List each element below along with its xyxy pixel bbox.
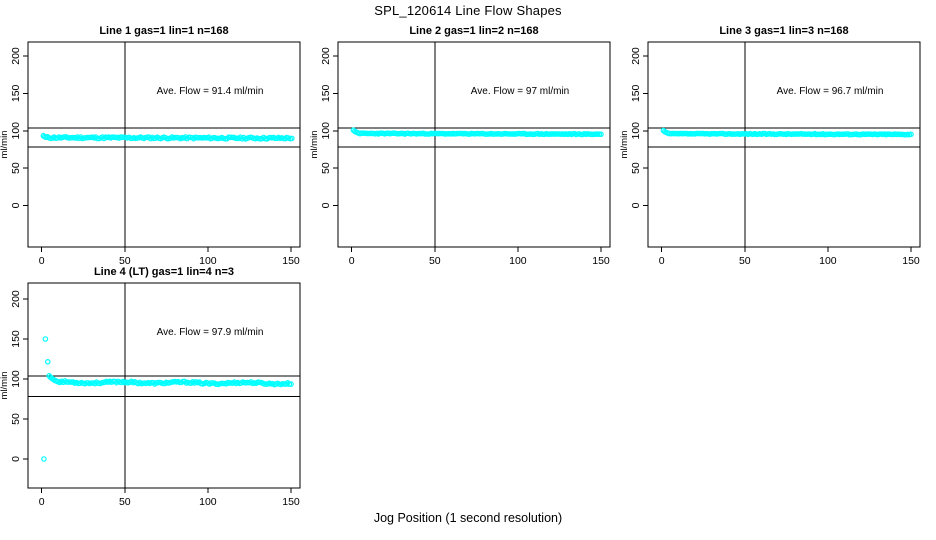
- y-tick-label: 50: [320, 162, 332, 174]
- panel-title: Line 3 gas=1 lin=3 n=168: [719, 25, 848, 37]
- x-tick-label: 150: [282, 496, 300, 508]
- y-tick-label: 150: [630, 84, 642, 102]
- x-tick-label: 150: [282, 255, 300, 267]
- x-tick-label: 150: [902, 255, 920, 267]
- flow-point: [42, 336, 49, 342]
- x-tick-label: 100: [199, 496, 217, 508]
- y-axis-label: ml/min: [619, 131, 630, 159]
- x-tick-label: 50: [119, 496, 131, 508]
- y-tick-label: 100: [630, 122, 642, 140]
- x-axis-label: Jog Position (1 second resolution): [373, 511, 563, 525]
- y-tick-label: 100: [10, 370, 22, 388]
- y-tick-label: 100: [10, 122, 22, 140]
- y-tick-label: 150: [10, 330, 22, 348]
- y-tick-label: 100: [320, 122, 332, 140]
- x-tick-label: 50: [119, 255, 131, 267]
- y-tick-label: 150: [10, 84, 22, 102]
- y-tick-label: 0: [630, 202, 642, 208]
- y-tick-label: 50: [10, 162, 22, 174]
- ave-flow-annotation: Ave. Flow = 97 ml/min: [471, 86, 569, 97]
- ave-flow-annotation: Ave. Flow = 97.9 ml/min: [157, 327, 264, 338]
- axis-box: [27, 282, 301, 489]
- reference-lines: [28, 283, 300, 488]
- axis-box: [27, 41, 301, 248]
- axis-box: [647, 41, 921, 248]
- axis-box: [337, 41, 611, 248]
- y-tick-label: 50: [10, 413, 22, 425]
- y-tick-label: 0: [320, 202, 332, 208]
- reference-lines: [338, 42, 610, 247]
- x-tick-label: 0: [349, 255, 355, 267]
- y-tick-label: 0: [10, 456, 22, 462]
- panel-line-1: Line 1 gas=1 lin=1 n=168 0 50 100 150 0 50 100 1…: [0, 25, 301, 267]
- x-axis-ticks: 0 50 100 150: [39, 488, 300, 508]
- y-axis-ticks: 0 50 100 150 200: [630, 47, 648, 208]
- ave-flow-annotation: Ave. Flow = 96.7 ml/min: [777, 86, 884, 97]
- data-points: [350, 127, 604, 138]
- y-tick-label: 200: [320, 47, 332, 65]
- y-tick-label: 150: [320, 84, 332, 102]
- panel-line-4: Line 4 (LT) gas=1 lin=4 n=3 0 50 100 150 0 50 1…: [0, 266, 301, 508]
- x-axis-ticks: 0 50 100 150: [39, 247, 300, 267]
- x-tick-label: 0: [39, 255, 45, 267]
- figure-title: SPL_120614 Line Flow Shapes: [374, 3, 562, 18]
- reference-lines: [28, 42, 300, 247]
- x-tick-label: 50: [739, 255, 751, 267]
- panel-line-2: Line 2 gas=1 lin=2 n=168 0 50 100 150 0 50 100 1…: [309, 25, 611, 267]
- x-tick-label: 0: [39, 496, 45, 508]
- y-axis-ticks: 0 50 100 150 200: [10, 290, 28, 462]
- y-axis-ticks: 0 50 100 150 200: [320, 47, 338, 208]
- flow-point: [908, 131, 914, 138]
- y-axis-label: ml/min: [0, 131, 10, 159]
- x-tick-label: 100: [199, 255, 217, 267]
- panel-line-3: Line 3 gas=1 lin=3 n=168 0 50 100 150 0 50 100 1…: [619, 25, 921, 267]
- y-axis-label: ml/min: [309, 131, 320, 159]
- y-tick-label: 50: [630, 162, 642, 174]
- x-tick-label: 50: [429, 255, 441, 267]
- panel-title: Line 4 (LT) gas=1 lin=4 n=3: [94, 266, 234, 278]
- data-points: [40, 132, 295, 142]
- flow-point: [598, 131, 604, 138]
- flow-point: [41, 456, 47, 462]
- x-tick-label: 100: [819, 255, 837, 267]
- x-tick-label: 150: [592, 255, 610, 267]
- x-axis-ticks: 0 50 100 150: [659, 247, 920, 267]
- x-axis-ticks: 0 50 100 150: [349, 247, 610, 267]
- flow-point: [288, 381, 294, 387]
- y-axis-ticks: 0 50 100 150 200: [10, 47, 28, 208]
- panel-title: Line 1 gas=1 lin=1 n=168: [99, 25, 228, 37]
- y-axis-label: ml/min: [0, 372, 10, 400]
- data-points: [660, 127, 914, 138]
- data-points: [41, 336, 294, 462]
- y-tick-label: 200: [10, 290, 22, 308]
- x-tick-label: 100: [509, 255, 527, 267]
- y-tick-label: 200: [10, 47, 22, 65]
- x-tick-label: 0: [659, 255, 665, 267]
- flow-point: [288, 135, 295, 142]
- y-tick-label: 0: [10, 202, 22, 208]
- ave-flow-annotation: Ave. Flow = 91.4 ml/min: [157, 86, 264, 97]
- reference-lines: [648, 42, 920, 247]
- flow-point: [44, 358, 51, 365]
- panel-title: Line 2 gas=1 lin=2 n=168: [409, 25, 538, 37]
- y-tick-label: 200: [630, 47, 642, 65]
